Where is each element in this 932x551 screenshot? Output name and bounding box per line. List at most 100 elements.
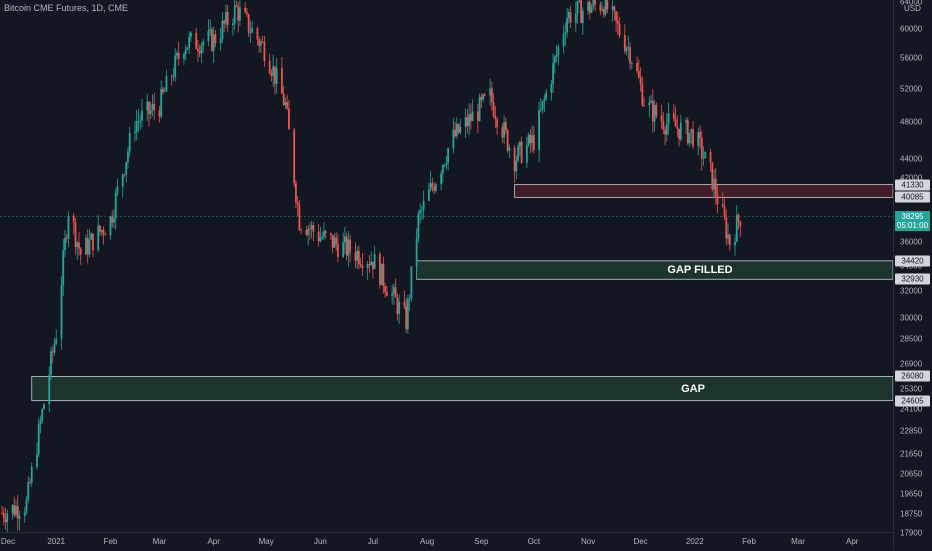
candle-body	[434, 184, 437, 191]
candle-body	[307, 228, 310, 236]
candle-body	[454, 129, 457, 137]
candle-body	[256, 28, 259, 40]
candle-body	[419, 210, 422, 214]
candle-body	[562, 33, 565, 47]
candle-body	[146, 101, 149, 111]
candle-body	[616, 20, 619, 24]
candle-body	[296, 202, 299, 205]
candle-body	[445, 162, 448, 165]
currency-label[interactable]: USD	[904, 4, 921, 13]
candle-body	[433, 186, 436, 191]
price-tick-label: 20650	[900, 469, 923, 479]
candle-body	[128, 133, 131, 152]
candle-body	[76, 242, 79, 248]
candle-body	[373, 253, 376, 270]
candle-body	[410, 266, 413, 299]
candle-body	[48, 374, 51, 405]
time-tick-label: Sep	[474, 537, 489, 546]
candle-body	[361, 265, 364, 268]
candle-body	[354, 252, 357, 261]
candle-body	[480, 96, 483, 100]
candle-body	[527, 134, 530, 145]
candle-body	[686, 120, 689, 144]
candle-body	[200, 45, 203, 54]
price-tick-label: 52000	[900, 84, 923, 94]
candle-body	[226, 11, 229, 26]
candle-body	[134, 131, 136, 134]
candle-body	[261, 41, 264, 43]
candle-body	[557, 46, 560, 55]
candle-body	[648, 102, 651, 106]
candle-body	[469, 114, 472, 122]
candle-body	[160, 88, 163, 117]
candle-body	[394, 287, 397, 298]
candle-body	[737, 214, 740, 222]
candle-body	[672, 113, 675, 119]
candle-body	[581, 10, 584, 23]
level-price-label: 41330	[895, 179, 930, 191]
candle-body	[162, 88, 164, 93]
candle-body	[735, 214, 738, 242]
candle-body	[345, 236, 348, 256]
candle-body	[219, 38, 222, 44]
candle-body	[330, 233, 332, 235]
candle-body	[699, 132, 701, 138]
time-tick-label: Dec	[633, 537, 648, 546]
candle-body	[574, 13, 577, 23]
candle-body	[335, 237, 338, 244]
candle-body	[251, 28, 254, 33]
candle-body	[190, 32, 192, 37]
candle-body	[67, 215, 70, 239]
zone-rect	[31, 376, 893, 402]
time-tick-label: Mar	[152, 537, 167, 546]
candle-body	[272, 66, 275, 77]
candlestick-plot[interactable]	[0, 0, 893, 532]
time-tick-label: Feb	[742, 537, 756, 546]
candle-body	[127, 151, 129, 162]
candle-body	[247, 14, 250, 33]
candle-body	[319, 237, 322, 242]
candle-body	[594, 0, 596, 5]
candle-body	[664, 129, 666, 135]
candle-body	[552, 62, 554, 84]
candle-body	[483, 94, 486, 96]
candle-body	[662, 121, 665, 130]
candle-body	[246, 12, 248, 15]
candle-body	[1, 512, 3, 514]
candle-body	[104, 234, 107, 236]
candle-body	[186, 47, 189, 50]
candle-body	[427, 189, 430, 201]
price-tick-label: 26900	[900, 359, 923, 369]
candle-body	[281, 68, 283, 94]
candle-body	[531, 135, 533, 144]
time-tick-label: 2021	[47, 537, 66, 546]
candle-body	[655, 105, 658, 116]
candle-body	[125, 161, 128, 175]
candle-body	[295, 183, 297, 203]
candle-body	[604, 0, 607, 15]
candle-body	[637, 71, 640, 78]
candle-body	[518, 141, 521, 146]
candle-body	[312, 225, 315, 232]
candle-body	[202, 41, 205, 46]
candle-body	[492, 102, 495, 117]
level-price-label: 26080	[895, 370, 930, 382]
candle-body	[601, 9, 603, 11]
time-axis[interactable]	[0, 532, 893, 551]
candle-body	[704, 151, 707, 159]
bar-countdown: 05:01:00	[896, 221, 929, 230]
time-tick-label: Jul	[367, 537, 379, 546]
price-tick-label: 19650	[900, 489, 923, 499]
candle-body	[618, 23, 621, 36]
price-tick-label: 22850	[900, 426, 923, 436]
candle-body	[623, 35, 626, 52]
candle-body	[23, 512, 26, 517]
candle-body	[16, 506, 19, 519]
candle-body	[368, 263, 371, 265]
candle-body	[447, 148, 450, 163]
level-price-label: 40085	[895, 191, 930, 203]
candle-body	[550, 83, 553, 93]
candle-body	[396, 297, 399, 315]
candle-body	[690, 129, 693, 133]
